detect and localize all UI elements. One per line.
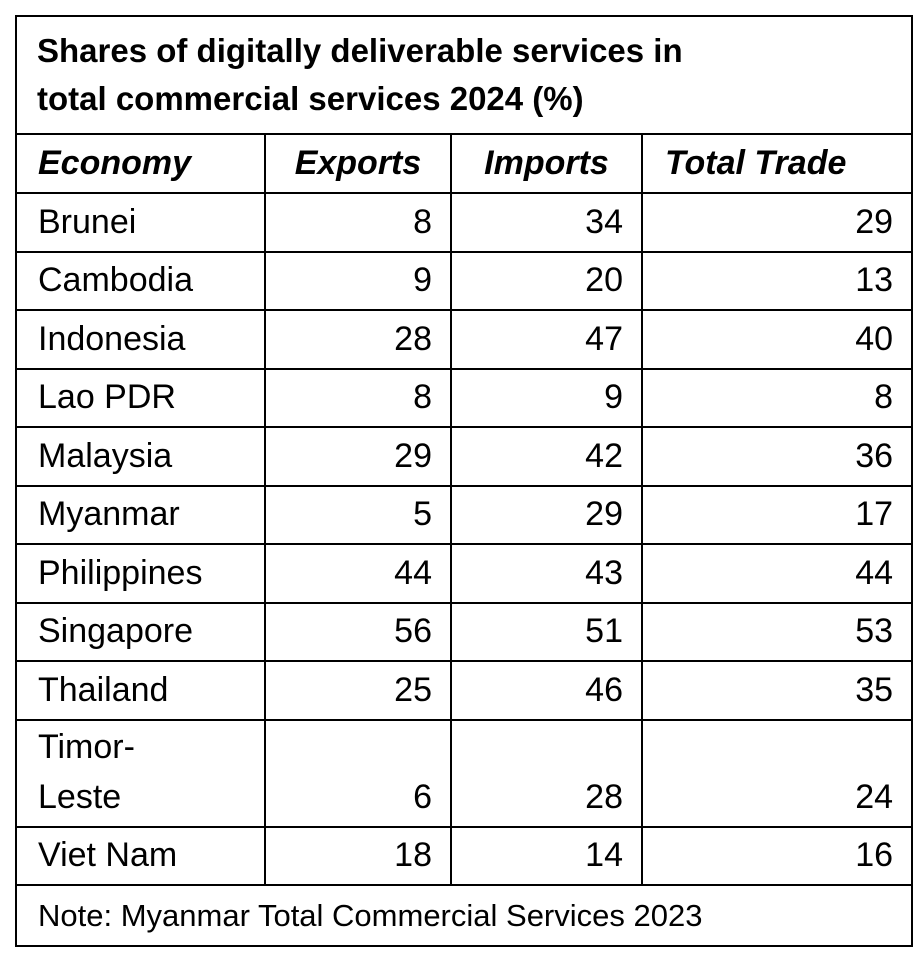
total-cell: 53 <box>640 601 914 662</box>
total-cell: 40 <box>640 309 914 370</box>
economy-cell: Viet Nam <box>15 825 266 886</box>
table-row: Singapore 56 51 53 <box>15 601 914 662</box>
economy-cell: Brunei <box>15 192 266 253</box>
table-row: Myanmar 5 29 17 <box>15 484 914 545</box>
exports-cell: 29 <box>264 426 452 487</box>
table-row: Philippines 44 43 44 <box>15 543 914 604</box>
imports-cell: 42 <box>450 426 643 487</box>
total-cell: 16 <box>640 825 914 886</box>
table-note: Note: Myanmar Total Commercial Services … <box>14 884 914 947</box>
exports-cell: 44 <box>264 543 452 604</box>
economy-cell: Indonesia <box>15 309 266 370</box>
imports-cell: 14 <box>450 825 643 886</box>
imports-cell: 46 <box>450 660 643 721</box>
economy-cell: Malaysia <box>15 426 266 487</box>
economy-cell: Thailand <box>15 660 266 721</box>
imports-cell: 9 <box>450 367 643 428</box>
total-cell: 44 <box>640 543 914 604</box>
economy-cell: Singapore <box>15 601 266 662</box>
header-total-trade: Total Trade <box>640 133 914 194</box>
header-imports: Imports <box>450 133 643 194</box>
exports-cell: 28 <box>264 309 452 370</box>
table-row: Indonesia 28 47 40 <box>15 309 914 370</box>
header-exports: Exports <box>264 133 452 194</box>
table-row: Timor- Leste 6 28 24 <box>15 718 914 828</box>
total-cell: 17 <box>640 484 914 545</box>
data-table-container: Shares of digitally deliverable services… <box>14 15 914 947</box>
table-row: Brunei 8 34 29 <box>15 192 914 253</box>
imports-cell: 34 <box>450 192 643 253</box>
imports-cell: 51 <box>450 601 643 662</box>
imports-cell: 20 <box>450 250 643 311</box>
economy-cell: Lao PDR <box>15 367 266 428</box>
table-row: Viet Nam 18 14 16 <box>15 825 914 886</box>
economy-cell: Philippines <box>15 543 266 604</box>
table-row: Lao PDR 8 9 8 <box>15 367 914 428</box>
imports-cell: 29 <box>450 484 643 545</box>
total-cell: 24 <box>640 718 914 828</box>
economy-cell: Myanmar <box>15 484 266 545</box>
total-cell: 29 <box>640 192 914 253</box>
header-row: Economy Exports Imports Total Trade <box>15 133 914 194</box>
economy-line-2: Leste <box>38 777 122 816</box>
economy-cell: Timor- Leste <box>15 718 266 828</box>
title-line-1: Shares of digitally deliverable services… <box>37 32 683 69</box>
exports-cell: 56 <box>264 601 452 662</box>
exports-cell: 8 <box>264 367 452 428</box>
exports-cell: 5 <box>264 484 452 545</box>
imports-cell: 47 <box>450 309 643 370</box>
total-cell: 13 <box>640 250 914 311</box>
exports-cell: 8 <box>264 192 452 253</box>
imports-cell: 28 <box>450 718 643 828</box>
exports-cell: 25 <box>264 660 452 721</box>
total-cell: 8 <box>640 367 914 428</box>
exports-cell: 18 <box>264 825 452 886</box>
economy-line-1: Timor- <box>38 727 135 766</box>
table-row: Malaysia 29 42 36 <box>15 426 914 487</box>
table-title: Shares of digitally deliverable services… <box>14 15 914 135</box>
total-cell: 35 <box>640 660 914 721</box>
data-table: Shares of digitally deliverable services… <box>14 15 914 947</box>
table-row: Cambodia 9 20 13 <box>15 250 914 311</box>
header-economy: Economy <box>15 133 266 194</box>
imports-cell: 43 <box>450 543 643 604</box>
title-line-2: total commercial services 2024 (%) <box>37 80 584 117</box>
table-row: Thailand 25 46 35 <box>15 660 914 721</box>
economy-cell: Cambodia <box>15 250 266 311</box>
exports-cell: 9 <box>264 250 452 311</box>
exports-cell: 6 <box>264 718 452 828</box>
total-cell: 36 <box>640 426 914 487</box>
